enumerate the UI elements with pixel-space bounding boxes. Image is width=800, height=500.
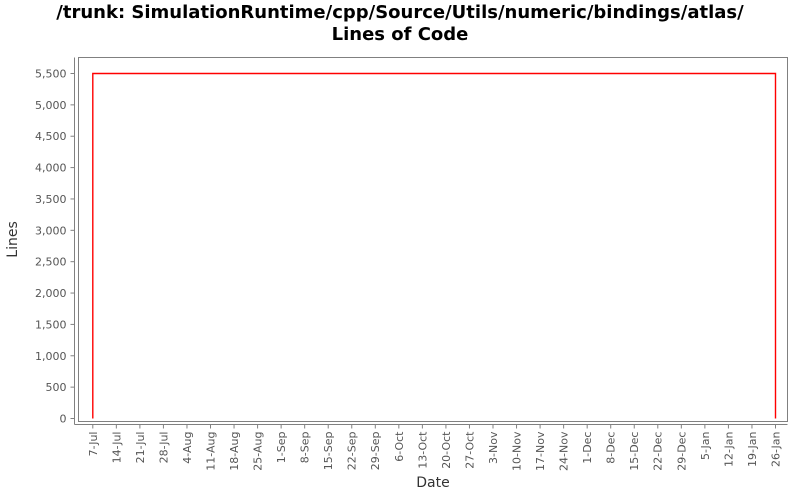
y-axis-tick-label: 1,500 bbox=[35, 318, 67, 331]
x-axis-tick-label: 20-Oct bbox=[440, 431, 453, 469]
y-axis-tick-label: 1,000 bbox=[35, 350, 67, 363]
x-axis-tick-label: 19-Jan bbox=[746, 431, 759, 467]
x-axis-tick-label: 11-Aug bbox=[204, 432, 217, 471]
x-axis-tick-label: 12-Jan bbox=[722, 431, 735, 467]
x-axis-tick-label: 15-Sep bbox=[322, 431, 335, 470]
x-axis-tick-label: 26-Jan bbox=[769, 431, 782, 467]
x-axis-tick-label: 28-Jul bbox=[157, 432, 170, 464]
y-axis-tick-label: 500 bbox=[46, 381, 67, 394]
y-axis-title: Lines bbox=[5, 221, 21, 257]
x-axis-tick-label: 18-Aug bbox=[228, 432, 241, 471]
x-axis-tick-label: 21-Jul bbox=[134, 432, 147, 464]
x-axis-tick-label: 8-Dec bbox=[605, 432, 618, 464]
x-axis-tick-label: 6-Oct bbox=[393, 431, 406, 462]
x-axis-tick-label: 25-Aug bbox=[252, 432, 265, 471]
plot-border bbox=[78, 57, 788, 422]
chart-title: /trunk: SimulationRuntime/cpp/Source/Uti… bbox=[0, 2, 800, 46]
x-axis-tick-label: 1-Dec bbox=[581, 432, 594, 464]
y-axis-tick-label: 5,500 bbox=[35, 68, 67, 81]
x-axis-title: Date bbox=[416, 475, 449, 491]
x-axis-tick-label: 24-Nov bbox=[558, 431, 571, 471]
loc-series-line bbox=[92, 72, 777, 419]
x-axis-tick-label: 27-Oct bbox=[463, 431, 476, 469]
x-axis-tick-label: 22-Sep bbox=[346, 431, 359, 470]
x-axis-tick-label: 8-Sep bbox=[299, 431, 312, 463]
x-axis-tick-label: 10-Nov bbox=[511, 431, 524, 471]
x-axis-tick-label: 7-Jul bbox=[87, 432, 100, 457]
y-axis-tick-label: 0 bbox=[60, 413, 67, 426]
x-axis-tick-label: 13-Oct bbox=[416, 431, 429, 469]
x-axis-tick-label: 17-Nov bbox=[534, 431, 547, 471]
y-axis-tick-label: 4,000 bbox=[35, 162, 67, 175]
x-axis-tick-label: 14-Jul bbox=[110, 432, 123, 464]
y-axis-tick-label: 2,500 bbox=[35, 256, 67, 269]
x-axis-tick-label: 1-Sep bbox=[275, 431, 288, 463]
chart-title-line-2: Lines of Code bbox=[331, 24, 469, 45]
y-axis-tick-label: 4,500 bbox=[35, 130, 67, 143]
x-axis-tick-label: 5-Jan bbox=[699, 431, 712, 460]
y-axis-tick-label: 5,000 bbox=[35, 99, 67, 112]
chart-title-line-1: /trunk: SimulationRuntime/cpp/Source/Uti… bbox=[56, 2, 744, 23]
x-axis-tick-label: 3-Nov bbox=[487, 431, 500, 464]
x-axis-tick-label: 29-Dec bbox=[675, 432, 688, 471]
y-axis-tick-label: 2,000 bbox=[35, 287, 67, 300]
x-axis-tick-label: 4-Aug bbox=[181, 432, 194, 464]
y-axis-tick-label: 3,500 bbox=[35, 193, 67, 206]
x-axis-tick-label: 22-Dec bbox=[652, 432, 665, 471]
x-axis-tick-label: 29-Sep bbox=[369, 431, 382, 470]
y-axis-tick-label: 3,000 bbox=[35, 224, 67, 237]
x-axis-tick-label: 15-Dec bbox=[628, 432, 641, 471]
